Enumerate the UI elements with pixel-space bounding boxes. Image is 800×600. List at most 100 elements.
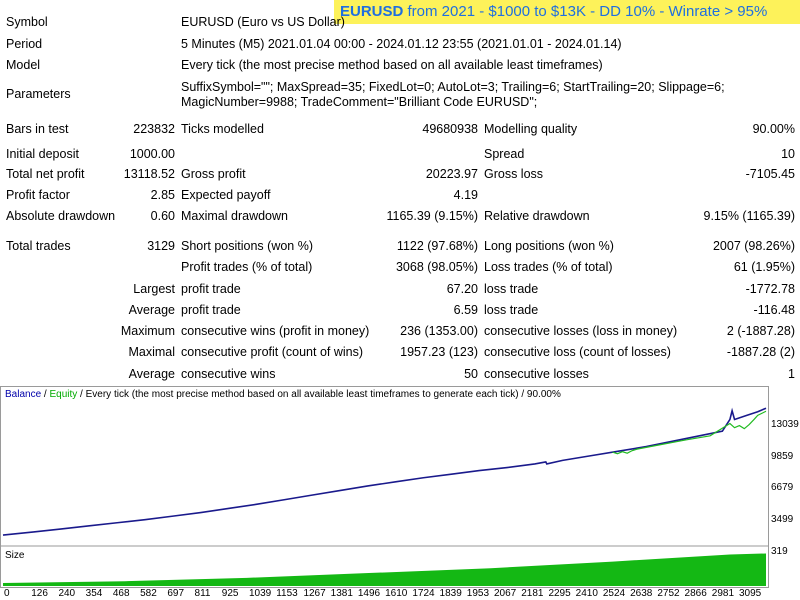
- ticks-label: Ticks modelled: [181, 122, 264, 136]
- x-tick-label: 2866: [684, 588, 707, 599]
- symbol-label: Symbol: [6, 15, 48, 29]
- quality-value: 90.00%: [752, 122, 795, 136]
- parameters-line1: SuffixSymbol=""; MaxSpread=35; FixedLot=…: [181, 80, 725, 94]
- maximum-label: Maximum: [120, 324, 175, 338]
- short-value: 1122 (97.68%): [396, 239, 478, 253]
- long-label: Long positions (won %): [484, 239, 614, 253]
- y-tick-label: 6679: [771, 482, 794, 493]
- average-profit-label: profit trade: [181, 303, 241, 317]
- legend-balance: Balance: [5, 389, 42, 400]
- max-losses-value: 2 (-1887.28): [726, 324, 795, 338]
- bars-value: 223832: [133, 122, 175, 136]
- x-tick-label: 2295: [548, 588, 571, 599]
- parameters-line2: MagicNumber=9988; TradeComment="Brillian…: [181, 95, 538, 109]
- x-tick-label: 1267: [303, 588, 326, 599]
- x-tick-label: 2524: [602, 588, 626, 599]
- equity-line: [612, 410, 767, 455]
- y-tick-label: 9859: [771, 451, 794, 462]
- spread-value: 10: [781, 147, 795, 161]
- x-tick-label: 2981: [711, 588, 735, 599]
- chart-header: Balance / Equity / Every tick (the most …: [5, 389, 561, 400]
- x-tick-label: 354: [85, 588, 103, 599]
- largest-profit-value: 67.20: [446, 282, 478, 296]
- total-trades-value: 3129: [147, 239, 175, 253]
- largest-loss-value: -1772.78: [745, 282, 795, 296]
- x-tick-label: 2752: [657, 588, 680, 599]
- long-value: 2007 (98.26%): [712, 239, 795, 253]
- y-tick-label: 13039: [771, 419, 799, 430]
- max-profit-value: 1957.23 (123): [400, 345, 478, 359]
- profit-trades-label: Profit trades (% of total): [181, 260, 313, 274]
- x-tick-label: 1839: [439, 588, 462, 599]
- model-label: Model: [6, 58, 41, 72]
- loss-trades-label: Loss trades (% of total): [484, 260, 613, 274]
- max-dd-label: Maximal drawdown: [181, 209, 288, 223]
- x-tick-label: 1724: [412, 588, 435, 599]
- size-panel-label: Size: [5, 550, 25, 561]
- average-loss-value: -116.48: [753, 303, 795, 317]
- x-tick-label: 1496: [357, 588, 381, 599]
- x-tick-label: 582: [140, 588, 157, 599]
- x-tick-label: 2067: [494, 588, 517, 599]
- chart-plot: [1, 407, 768, 586]
- x-tick-label: 2638: [630, 588, 653, 599]
- x-tick-label: 468: [112, 588, 130, 599]
- y-axis: 13039 9859 6679 3499 319: [769, 386, 800, 588]
- net-profit-label: Total net profit: [6, 167, 85, 181]
- average-profit-value: 6.59: [453, 303, 478, 317]
- x-axis: 0 126 240 354 468 582 697 811 925 1039 1153 1267 138…: [0, 588, 769, 600]
- avg-wins-value: 50: [464, 367, 478, 381]
- x-tick-label: 1381: [330, 588, 353, 599]
- x-tick-label: 2181: [521, 588, 544, 599]
- legend-equity: Equity: [49, 389, 78, 400]
- gross-profit-value: 20223.97: [425, 167, 478, 181]
- quality-label: Modelling quality: [484, 122, 578, 136]
- expected-payoff-value: 4.19: [453, 188, 478, 202]
- balance-chart: Balance / Equity / Every tick (the most …: [0, 386, 769, 588]
- expected-payoff-label: Expected payoff: [181, 188, 271, 202]
- average-loss-label: loss trade: [484, 303, 539, 317]
- profit-factor-value: 2.85: [150, 188, 175, 202]
- x-tick-label: 240: [58, 588, 76, 599]
- max-profit-label: consecutive profit (count of wins): [181, 345, 364, 359]
- max-losses-label: consecutive losses (loss in money): [484, 324, 678, 338]
- y-tick-label: 3499: [771, 514, 794, 525]
- x-tick-label: 1953: [466, 588, 490, 599]
- x-tick-label: 1153: [276, 588, 298, 599]
- largest-label: Largest: [133, 282, 175, 296]
- banner-text: from 2021 - $1000 to $13K - DD 10% - Win…: [403, 3, 768, 20]
- max-loss-label: consecutive loss (count of losses): [484, 345, 671, 359]
- x-tick-label: 2410: [575, 588, 598, 599]
- model-value: Every tick (the most precise method base…: [181, 58, 603, 72]
- avg-wins-label: consecutive wins: [181, 367, 276, 381]
- average2-label: Average: [128, 367, 175, 381]
- largest-loss-label: loss trade: [484, 282, 539, 296]
- x-tick-label: 1610: [385, 588, 408, 599]
- symbol-value: EURUSD (Euro vs US Dollar): [181, 15, 345, 29]
- x-tick-label: 0: [4, 588, 10, 599]
- bars-label: Bars in test: [6, 122, 69, 136]
- size-area: [3, 553, 766, 586]
- gross-loss-label: Gross loss: [484, 167, 544, 181]
- max-loss-value: -1887.28 (2): [726, 345, 795, 359]
- legend-separator: /: [41, 389, 50, 400]
- deposit-label: Initial deposit: [6, 147, 79, 161]
- abs-dd-label: Absolute drawdown: [6, 209, 116, 223]
- ticks-value: 49680938: [422, 122, 478, 136]
- balance-line: [2, 407, 767, 536]
- avg-losses-label: consecutive losses: [484, 367, 589, 381]
- chart-description: / Every tick (the most precise method ba…: [77, 389, 561, 400]
- profit-trades-value: 3068 (98.05%): [395, 260, 478, 274]
- parameters-label: Parameters: [6, 87, 71, 101]
- net-profit-value: 13118.52: [123, 167, 175, 181]
- deposit-value: 1000.00: [129, 147, 175, 161]
- x-tick-label: 126: [31, 588, 48, 599]
- x-tick-label: 925: [221, 588, 239, 599]
- x-tick-label: 697: [167, 588, 185, 599]
- title-banner: EURUSD from 2021 - $1000 to $13K - DD 10…: [334, 0, 800, 24]
- gross-profit-label: Gross profit: [181, 167, 246, 181]
- period-label: Period: [6, 37, 43, 51]
- banner-symbol: EURUSD: [340, 3, 404, 20]
- loss-trades-value: 61 (1.95%): [733, 260, 795, 274]
- average-label: Average: [128, 303, 175, 317]
